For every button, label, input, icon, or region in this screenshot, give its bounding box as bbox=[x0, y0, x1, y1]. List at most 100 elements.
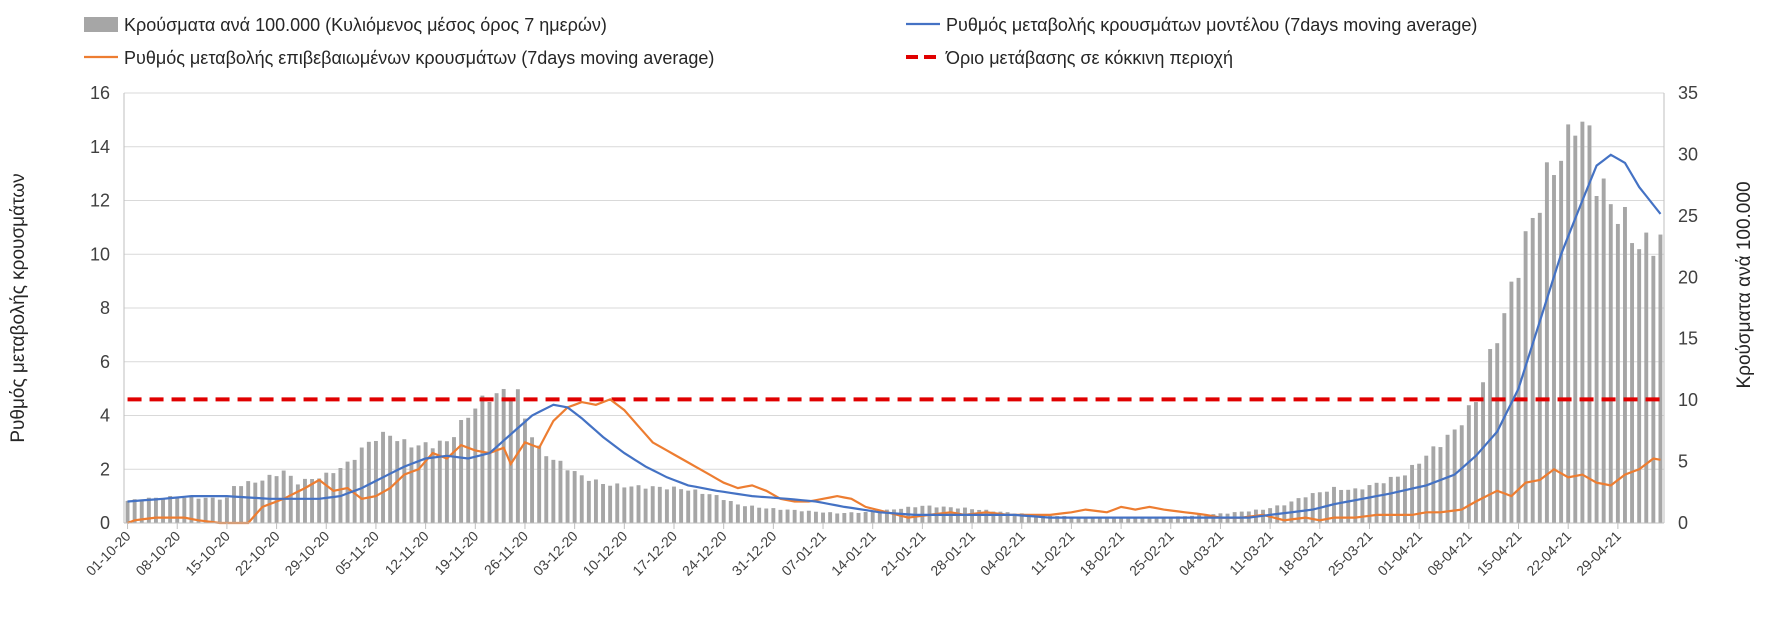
bar bbox=[572, 471, 577, 523]
bar bbox=[1005, 512, 1010, 523]
bar bbox=[771, 508, 776, 523]
bar bbox=[480, 395, 485, 523]
bar bbox=[295, 484, 300, 523]
y-right-tick-label: 25 bbox=[1678, 206, 1698, 226]
bar bbox=[728, 501, 733, 523]
bar bbox=[1069, 516, 1074, 523]
y-left-tick-label: 0 bbox=[100, 513, 110, 533]
bar bbox=[806, 510, 811, 523]
bar bbox=[1183, 516, 1187, 523]
legend: Κρούσματα ανά 100.000 (Κυλιόμενος μέσος … bbox=[84, 15, 1477, 68]
bar bbox=[246, 481, 251, 523]
bar bbox=[1310, 493, 1315, 523]
bar bbox=[1367, 485, 1372, 523]
x-tick-label: 22-10-20 bbox=[232, 528, 283, 579]
bar bbox=[1630, 243, 1635, 523]
bar bbox=[203, 497, 208, 523]
bar bbox=[764, 508, 769, 523]
bar bbox=[1559, 160, 1564, 523]
bar bbox=[1197, 514, 1202, 523]
bar bbox=[1133, 518, 1138, 523]
bar bbox=[1608, 204, 1613, 524]
x-tick-label: 19-11-20 bbox=[431, 528, 481, 578]
bar bbox=[544, 456, 549, 523]
bar bbox=[664, 489, 669, 523]
bar bbox=[232, 486, 236, 523]
bar bbox=[1090, 517, 1095, 523]
bar bbox=[515, 389, 520, 523]
bar bbox=[175, 497, 180, 523]
legend-label-model: Ρυθμός μεταβολής κρουσμάτων μοντέλου (7d… bbox=[946, 15, 1477, 35]
bar bbox=[1119, 517, 1124, 523]
bar bbox=[1573, 135, 1578, 524]
bar bbox=[735, 504, 740, 523]
model-rate-line bbox=[127, 153, 1662, 519]
y-axis-left-title: Ρυθμός μεταβολής κρουσμάτων bbox=[8, 173, 29, 442]
bar bbox=[1459, 425, 1464, 523]
bar bbox=[579, 475, 584, 523]
bar bbox=[452, 437, 456, 523]
bar bbox=[1395, 476, 1400, 523]
y-left-tick-label: 10 bbox=[90, 244, 110, 264]
bar bbox=[1055, 516, 1060, 523]
bar bbox=[743, 506, 747, 523]
bar bbox=[558, 460, 563, 523]
bar bbox=[1190, 515, 1195, 523]
bar bbox=[565, 470, 570, 523]
bar bbox=[1104, 518, 1109, 523]
bar bbox=[1417, 463, 1422, 523]
legend-item-bars: Κρούσματα ανά 100.000 (Κυλιόμενος μέσος … bbox=[84, 15, 607, 35]
bar bbox=[849, 512, 854, 523]
bar bbox=[224, 497, 229, 523]
bar bbox=[359, 447, 364, 523]
bar bbox=[778, 509, 783, 523]
bar bbox=[672, 486, 676, 523]
y-left-tick-label: 2 bbox=[100, 459, 110, 479]
bar bbox=[1161, 517, 1166, 523]
bar bbox=[239, 486, 244, 523]
bar bbox=[813, 511, 818, 523]
bar bbox=[409, 447, 414, 523]
bar bbox=[998, 511, 1003, 523]
bar bbox=[1076, 516, 1081, 523]
bar bbox=[970, 509, 975, 523]
bar bbox=[1062, 516, 1067, 523]
x-tick-label: 10-12-20 bbox=[579, 528, 630, 579]
bar bbox=[1644, 232, 1649, 523]
bar bbox=[586, 480, 591, 523]
bar bbox=[792, 509, 797, 523]
x-tick-label: 15-04-21 bbox=[1474, 528, 1525, 579]
x-tick-label: 07-01-21 bbox=[778, 528, 829, 579]
bar bbox=[487, 401, 492, 523]
bar bbox=[132, 499, 137, 523]
y-axis-right-ticks: 0 5 10 15 20 25 30 35 bbox=[1678, 83, 1698, 533]
bar bbox=[125, 500, 130, 523]
bar bbox=[1658, 234, 1663, 523]
bar bbox=[1481, 382, 1485, 523]
bar bbox=[707, 494, 712, 523]
bar bbox=[1041, 514, 1045, 523]
bar bbox=[700, 493, 705, 523]
bar bbox=[260, 480, 265, 523]
bar bbox=[984, 509, 989, 523]
y-right-tick-label: 20 bbox=[1678, 267, 1698, 287]
y-left-tick-label: 14 bbox=[90, 137, 110, 157]
bar bbox=[217, 499, 222, 523]
bar bbox=[1026, 514, 1031, 523]
bar bbox=[750, 505, 755, 523]
bar bbox=[1488, 349, 1493, 523]
bar bbox=[1537, 212, 1542, 523]
bar bbox=[1601, 178, 1606, 523]
bar bbox=[1523, 231, 1528, 524]
bar bbox=[1431, 446, 1436, 523]
bar bbox=[303, 478, 307, 523]
bar bbox=[1388, 476, 1393, 523]
x-tick-label: 05-11-20 bbox=[332, 528, 382, 578]
x-tick-label: 25-02-21 bbox=[1126, 528, 1177, 579]
bar bbox=[622, 487, 627, 523]
bar bbox=[1438, 447, 1443, 523]
x-tick-label: 03-12-20 bbox=[530, 528, 581, 579]
gridlines bbox=[124, 92, 1664, 470]
x-tick-label: 18-02-21 bbox=[1076, 528, 1127, 579]
bar bbox=[1381, 483, 1386, 523]
